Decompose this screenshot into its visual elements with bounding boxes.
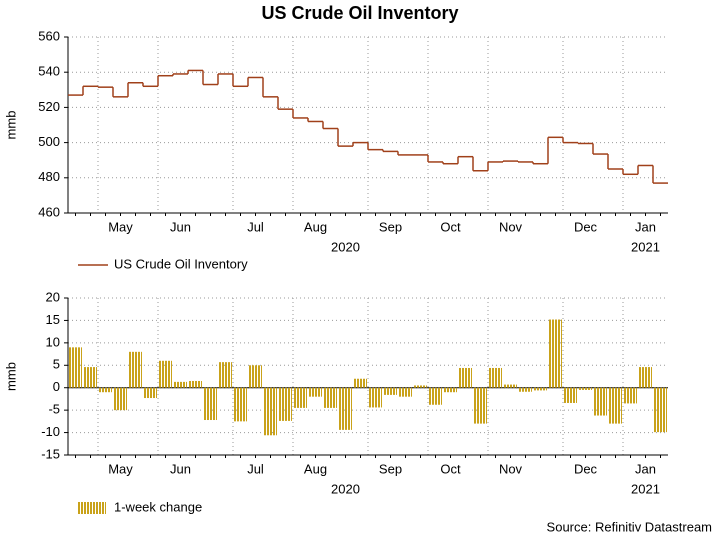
legend-swatch [78, 502, 106, 514]
bar [279, 387, 292, 421]
x-tick-label: May [108, 219, 133, 234]
bar [84, 367, 97, 388]
bar [519, 387, 532, 392]
x-tick-label: Jan [635, 219, 656, 234]
x-tick-label: Jan [635, 461, 656, 476]
x-tick-label: Oct [440, 461, 461, 476]
bar [594, 387, 607, 416]
bar [189, 380, 202, 388]
bar [444, 387, 457, 393]
bar [294, 387, 307, 408]
bar [309, 387, 322, 397]
x-year-label: 2021 [631, 481, 660, 496]
bar [459, 367, 472, 388]
bar [384, 387, 397, 395]
bar [369, 387, 382, 408]
bar [144, 387, 157, 399]
y-tick-label: 15 [46, 312, 60, 327]
bar [204, 387, 217, 421]
x-tick-label: May [108, 461, 133, 476]
chart-title: US Crude Oil Inventory [261, 3, 458, 23]
y-tick-label: 500 [38, 134, 60, 149]
bar [354, 378, 367, 388]
bar [339, 387, 352, 430]
x-year-label: 2020 [331, 481, 360, 496]
bar [534, 387, 547, 391]
bar [549, 319, 562, 388]
bar [159, 360, 172, 388]
y-tick-label: 480 [38, 169, 60, 184]
bar [99, 387, 112, 393]
bar [324, 387, 337, 408]
x-tick-label: Jun [170, 461, 191, 476]
x-tick-label: Jun [170, 219, 191, 234]
bar [174, 381, 187, 388]
bar [129, 351, 142, 388]
bar [564, 387, 577, 403]
y-tick-label: 5 [53, 357, 60, 372]
x-tick-label: Sep [379, 219, 402, 234]
y-tick-label: 10 [46, 334, 60, 349]
x-tick-label: Nov [499, 219, 523, 234]
x-tick-label: Dec [574, 219, 598, 234]
x-tick-label: Oct [440, 219, 461, 234]
y-axis-label: mmb [3, 362, 18, 391]
y-tick-label: 520 [38, 99, 60, 114]
bar [264, 387, 277, 436]
bar [414, 385, 427, 388]
y-tick-label: 540 [38, 64, 60, 79]
bar [474, 387, 487, 424]
bar [429, 387, 442, 405]
y-tick-label: -15 [41, 446, 60, 461]
source: Source: Refinitiv Datastream [547, 519, 712, 534]
bar [399, 387, 412, 397]
y-tick-label: 560 [38, 28, 60, 43]
y-tick-label: 460 [38, 204, 60, 219]
y-tick-label: -10 [41, 424, 60, 439]
x-tick-label: Jul [247, 219, 264, 234]
bar [624, 387, 637, 404]
y-axis-label: mmb [3, 111, 18, 140]
legend-label: US Crude Oil Inventory [114, 256, 248, 271]
y-tick-label: 20 [46, 289, 60, 304]
x-tick-label: Aug [304, 219, 327, 234]
x-tick-label: Aug [304, 461, 327, 476]
bar [654, 387, 667, 433]
bar [114, 387, 127, 411]
bar [489, 367, 502, 388]
bar [249, 365, 262, 388]
x-tick-label: Sep [379, 461, 402, 476]
bar [579, 387, 592, 390]
x-tick-label: Jul [247, 461, 264, 476]
bar [639, 367, 652, 388]
x-year-label: 2021 [631, 239, 660, 254]
bar [504, 384, 517, 388]
x-year-label: 2020 [331, 239, 360, 254]
bar [219, 362, 232, 388]
x-tick-label: Nov [499, 461, 523, 476]
y-tick-label: 0 [53, 379, 60, 394]
bar [69, 347, 82, 388]
bar [609, 387, 622, 424]
legend-label: 1-week change [114, 499, 202, 514]
y-tick-label: -5 [48, 402, 60, 417]
x-tick-label: Dec [574, 461, 598, 476]
bar [234, 387, 247, 422]
